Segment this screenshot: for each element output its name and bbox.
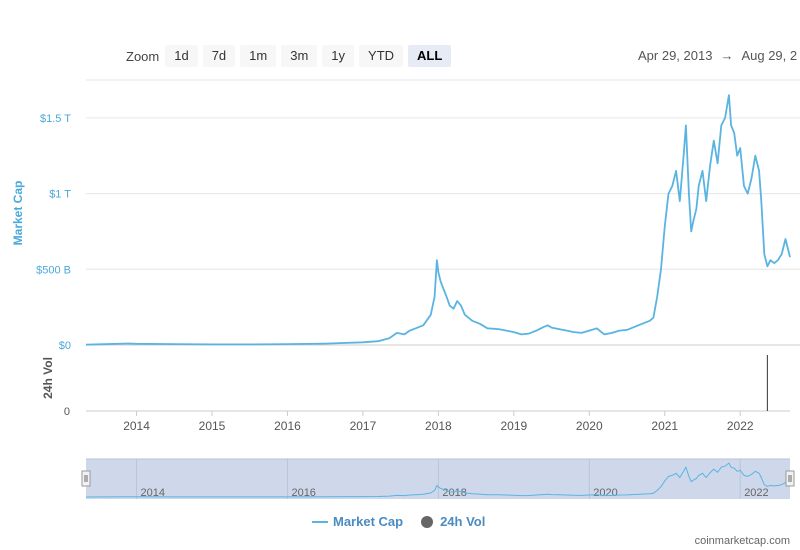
y-tick-labels: $0 $500 B $1 T $1.5 T [36,113,71,352]
legend-item-volume[interactable]: 24h Vol [421,514,485,529]
y-tick-label: $1 T [49,189,71,201]
y-tick-label: $0 [59,340,71,352]
navigator-tick-label: 2018 [442,487,466,499]
legend-label-volume: 24h Vol [440,514,486,529]
x-tick-label: 2016 [274,419,301,433]
navigator-right-handle[interactable] [785,470,795,487]
date-to-input[interactable]: Aug 29, 2 [741,48,798,63]
zoom-label: Zoom [126,48,160,64]
legend-dot-swatch [421,515,434,528]
navigator-ticks: 2014 2016 2018 2020 2022 [136,459,769,499]
zoom-bar: Zoom 1d 7d 1m 3m 1y YTD ALL [126,45,456,67]
chart-legend: Market Cap 24h Vol [312,514,503,529]
x-tick-label: 2017 [350,419,377,433]
legend-line-swatch [312,520,328,523]
volume-tick-label: 0 [64,406,70,418]
x-tick-label: 2022 [727,419,754,433]
x-tick-label: 2014 [123,419,150,433]
date-range-arrow: → [720,48,734,63]
navigator-line [85,462,791,498]
zoom-1y-button[interactable]: 1y [322,45,355,67]
zoom-1d-button[interactable]: 1d [165,45,198,67]
x-axis-ticks: 2014 2015 2016 2017 2018 2019 2020 2021 2022 [123,411,754,433]
legend-item-market-cap[interactable]: Market Cap [312,514,403,529]
navigator-tick-label: 2016 [291,487,315,499]
x-tick-label: 2015 [199,419,226,433]
zoom-3m-button[interactable]: 3m [281,45,318,67]
x-tick-label: 2020 [576,419,603,433]
zoom-all-button[interactable]: ALL [408,45,452,67]
grid-lines [86,117,800,346]
zoom-7d-button[interactable]: 7d [202,45,236,67]
x-tick-label: 2018 [425,419,452,433]
zoom-1m-button[interactable]: 1m [240,45,277,67]
y-tick-label: $1.5 T [40,113,71,125]
navigator-tick-label: 2014 [141,487,165,499]
navigator-tick-label: 2022 [744,487,768,499]
y-axis-label: Market Cap [11,181,25,246]
y-tick-label: $500 B [36,264,71,276]
navigator-left-handle[interactable] [81,470,91,487]
navigator-tick-label: 2020 [593,487,617,499]
zoom-ytd-button[interactable]: YTD [359,45,404,67]
credit-link[interactable]: coinmarketcap.com [694,535,790,547]
market-cap-line [85,94,791,346]
x-tick-label: 2021 [651,419,678,433]
legend-label-market-cap: Market Cap [333,514,404,529]
x-tick-label: 2019 [500,419,527,433]
volume-axis-label: 24h Vol [41,357,55,399]
date-from-input[interactable]: Apr 29, 2013 [638,48,713,63]
date-range: Apr 29, 2013 → Aug 29, 2 [638,48,797,63]
